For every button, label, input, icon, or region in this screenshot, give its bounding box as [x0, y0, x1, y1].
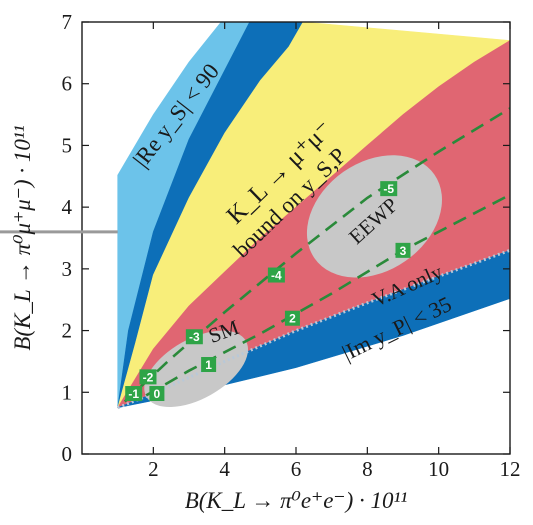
marker-box: [125, 386, 143, 402]
marker-box: [284, 310, 300, 326]
marker-box: [201, 357, 217, 373]
dashed-lower-branch: [145, 193, 510, 397]
x-tick-label: 12: [500, 457, 521, 481]
x-tick-label: 10: [428, 457, 449, 481]
marker-label: -4: [271, 269, 282, 283]
y-tick-label: 3: [62, 257, 73, 281]
marker-label: -2: [143, 370, 154, 384]
x-tick-label: 8: [362, 457, 373, 481]
marker-box: [149, 386, 165, 402]
marker-1: 1: [201, 357, 217, 373]
y-tick-label: 1: [62, 380, 73, 404]
x-axis-label: B(K_L → π⁰e⁺e⁻) · 10¹¹: [185, 488, 408, 513]
marker-label: 3: [400, 244, 407, 258]
marker--5: -5: [380, 181, 398, 197]
markers-layer: -5 -4 -3 -2 -1 0 1 2 3: [125, 181, 411, 402]
marker-label: -1: [128, 387, 139, 401]
x-tick-label: 4: [219, 457, 230, 481]
marker-2: 2: [284, 310, 300, 326]
marker-box: [380, 181, 398, 197]
va-boundary-dotted: [117, 248, 510, 410]
x-tick-label: 6: [291, 457, 302, 481]
dashed-upper-branch: [123, 107, 510, 403]
marker--4: -4: [267, 267, 285, 283]
marker-box: [267, 267, 285, 283]
marker-label: -5: [383, 182, 394, 196]
marker-3: 3: [395, 242, 411, 258]
y-tick-label: 4: [62, 195, 73, 219]
y-axis-label: B(K_L → π⁰μ⁺μ⁻) · 10¹¹: [10, 125, 35, 350]
x-tick-label: 2: [148, 457, 159, 481]
y-tick-label: 6: [62, 72, 73, 96]
marker-box: [139, 369, 157, 385]
marker-0: 0: [149, 386, 165, 402]
sm-ellipse: [144, 330, 249, 408]
y-tick-label: 5: [62, 133, 73, 157]
marker--1: -1: [125, 386, 143, 402]
marker-label: 0: [154, 387, 161, 401]
y-tick-label: 2: [62, 319, 73, 343]
marker-box: [185, 329, 203, 345]
y-tick-label: 0: [62, 442, 73, 466]
marker-box: [395, 242, 411, 258]
marker-label: 2: [289, 312, 296, 326]
marker-label: 1: [205, 358, 212, 372]
marker-label: -3: [189, 330, 200, 344]
marker--2: -2: [139, 369, 157, 385]
marker--3: -3: [185, 329, 203, 345]
y-tick-label: 7: [62, 10, 73, 34]
